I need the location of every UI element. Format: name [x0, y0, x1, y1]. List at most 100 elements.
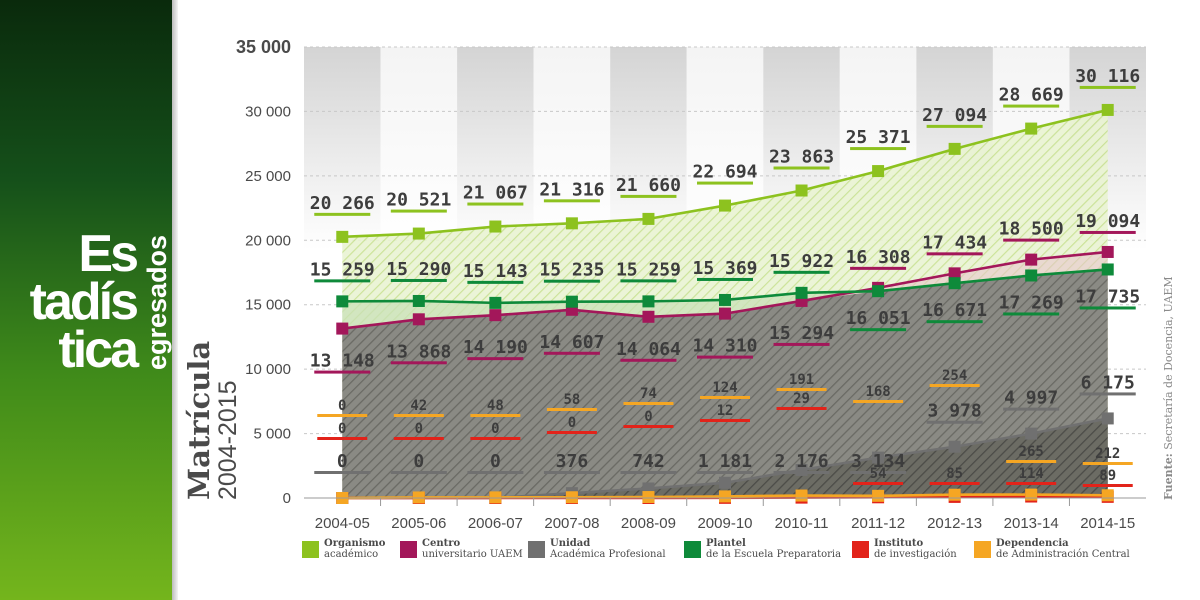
x-tick-label: 2006-07	[468, 515, 523, 532]
x-tick-label: 2008-09	[621, 515, 676, 532]
x-tick-label: 2012-13	[927, 515, 982, 532]
x-tick-label: 2004-05	[315, 515, 370, 532]
data-label-plantel: 15 259	[616, 259, 681, 280]
legend-swatch	[852, 541, 869, 558]
marker-organismo	[1101, 103, 1114, 116]
data-label-organismo: 25 371	[846, 127, 911, 148]
label-bar-centro	[697, 355, 753, 359]
marker-organismo	[412, 227, 425, 240]
data-label-plantel: 16 671	[922, 300, 987, 321]
label-bar-plantel	[1003, 312, 1060, 316]
data-label-organismo: 27 094	[922, 105, 987, 126]
data-label-dependencia: 212	[1095, 446, 1120, 462]
label-bar-centro	[620, 358, 677, 362]
legend-label-line2: de Administración Central	[996, 549, 1130, 560]
label-bar-instituto	[853, 482, 904, 485]
marker-plantel	[1025, 269, 1038, 282]
data-label-plantel: 15 259	[310, 259, 375, 280]
label-bar-organismo	[390, 209, 447, 213]
label-bar-organismo	[926, 124, 983, 128]
legend-label: Instituto de investigación	[874, 538, 957, 560]
label-bar-plantel	[467, 280, 524, 284]
legend-label-line1: Organismo	[324, 538, 386, 549]
label-bar-plantel	[620, 279, 677, 283]
data-label-organismo: 20 521	[386, 190, 451, 211]
label-bar-instituto	[623, 425, 674, 428]
marker-dependencia	[1101, 489, 1114, 502]
y-tick-label: 10 000	[245, 361, 291, 378]
label-bar-plantel	[314, 279, 371, 283]
marker-centro	[1025, 253, 1038, 266]
title-panel: Es tadís tica egresados	[0, 0, 172, 600]
data-label-dependencia: 254	[942, 368, 967, 384]
label-bar-unidad	[850, 471, 907, 474]
legend-label-line2: de la Escuela Preparatoria	[706, 549, 842, 560]
label-bar-plantel	[697, 277, 753, 281]
panel-edge	[172, 0, 178, 600]
label-bar-dependencia	[546, 408, 597, 411]
marker-centro	[1101, 245, 1114, 258]
label-bar-instituto	[700, 419, 750, 422]
title-line-1: Es	[78, 225, 139, 283]
marker-unidad	[872, 451, 885, 464]
data-label-centro: 17 434	[922, 232, 987, 253]
label-bar-unidad	[620, 471, 677, 474]
y-tick-label: 25 000	[245, 168, 291, 185]
legend-label-line2: Académica Profesional	[550, 549, 666, 560]
data-label-unidad: 3 978	[928, 401, 982, 422]
legend-label: Organismo académico	[324, 538, 385, 560]
marker-organismo	[719, 199, 731, 212]
marker-organismo	[565, 217, 578, 230]
data-label-unidad: 6 175	[1081, 372, 1135, 393]
legend-label: Centro universitario UAEM	[422, 538, 523, 560]
label-bar-plantel	[773, 270, 830, 274]
data-label-centro: 14 310	[692, 336, 757, 357]
data-label-centro: 13 868	[386, 341, 451, 362]
marker-organismo	[872, 165, 885, 178]
x-tick-label: 2013-14	[1004, 515, 1059, 532]
data-label-instituto: 0	[415, 421, 423, 437]
data-label-unidad: 376	[556, 451, 589, 472]
data-label-dependencia: 74	[640, 386, 657, 402]
label-bar-plantel	[1079, 306, 1136, 310]
data-label-instituto: 54	[870, 466, 887, 482]
label-bar-instituto	[1082, 484, 1133, 487]
label-bar-centro	[314, 370, 371, 374]
legend-swatch	[400, 541, 417, 558]
data-label-organismo: 30 116	[1075, 66, 1140, 87]
area-lower	[342, 269, 1108, 498]
data-label-dependencia: 42	[410, 398, 427, 414]
x-tick-label: 2010-11	[775, 515, 829, 532]
data-label-unidad: 1 181	[698, 451, 752, 472]
data-label-instituto: 85	[946, 466, 963, 482]
data-label-dependencia: 168	[865, 384, 890, 400]
data-label-plantel: 15 369	[692, 258, 757, 279]
data-label-unidad: 0	[490, 451, 501, 472]
data-label-instituto: 89	[1099, 468, 1116, 484]
data-label-plantel: 16 051	[846, 308, 911, 329]
data-label-unidad: 3 134	[851, 451, 905, 472]
label-bar-instituto	[317, 437, 368, 440]
marker-centro	[336, 322, 349, 335]
label-bar-organismo	[467, 202, 524, 206]
label-bar-dependencia	[470, 414, 521, 417]
data-label-organismo: 23 863	[769, 147, 834, 168]
y-tick-label: 30 000	[245, 103, 291, 120]
legend-label-line1: Centro	[422, 538, 461, 549]
legend-swatch	[302, 541, 319, 558]
data-label-plantel: 17 735	[1075, 286, 1140, 307]
label-bar-dependencia	[317, 414, 368, 417]
data-label-centro: 14 190	[463, 337, 528, 358]
marker-dependencia	[795, 489, 808, 502]
data-label-instituto: 0	[491, 421, 499, 437]
marker-dependencia	[948, 488, 961, 501]
data-label-centro: 18 500	[999, 219, 1064, 240]
label-bar-dependencia	[1082, 462, 1133, 465]
label-bar-plantel	[543, 279, 600, 283]
label-bar-centro	[926, 252, 983, 256]
marker-plantel	[642, 295, 655, 308]
label-bar-instituto	[776, 407, 827, 410]
label-bar-unidad	[314, 471, 371, 474]
marker-unidad	[1101, 412, 1114, 425]
marker-plantel	[336, 295, 349, 308]
